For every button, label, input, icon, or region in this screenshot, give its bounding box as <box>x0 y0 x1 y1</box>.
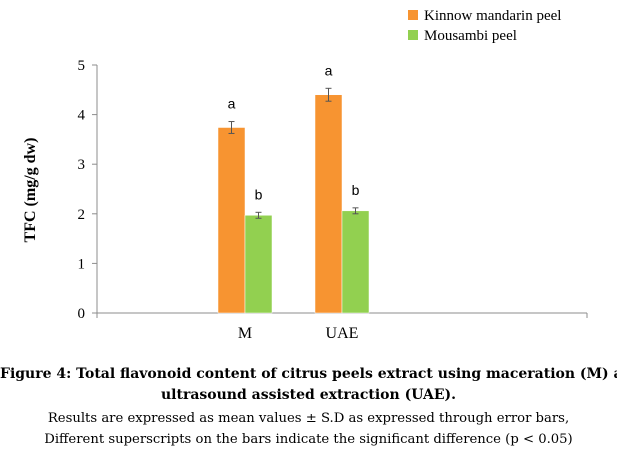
legend-swatch <box>408 10 418 20</box>
legend-label: Kinnow mandarin peel <box>424 8 561 24</box>
bar <box>314 94 343 314</box>
y-tick-label: 5 <box>78 58 86 74</box>
bar <box>341 210 370 314</box>
legend-swatch <box>408 30 418 40</box>
bars: a a b b <box>217 62 370 314</box>
x-tick-label: M <box>238 325 252 342</box>
figure-caption-title: Figure 4: Total flavonoid content of cit… <box>0 364 617 406</box>
y-tick-label: 1 <box>78 256 86 272</box>
bar-chart: Kinnow mandarin peel Mousambi peel TFC (m… <box>22 8 588 342</box>
y-tick-label: 0 <box>78 306 86 322</box>
caption-title-line-1: Figure 4: Total flavonoid content of cit… <box>0 366 617 382</box>
y-tick-label: 2 <box>78 207 86 223</box>
caption-note-line-1: Results are expressed as mean values ± S… <box>47 411 570 426</box>
y-tick-label: 3 <box>78 157 86 173</box>
caption-title-line-2: ultrasound assisted extraction (UAE). <box>160 387 457 403</box>
significance-label: b <box>255 186 263 202</box>
x-tick-label: UAE <box>326 325 359 342</box>
axes: 0 1 2 3 4 5 M UAE <box>78 58 588 342</box>
legend: Kinnow mandarin peel Mousambi peel <box>408 8 561 44</box>
bar <box>244 215 273 314</box>
figure-caption-note: Results are expressed as mean values ± S… <box>0 408 617 450</box>
legend-label: Mousambi peel <box>424 28 517 44</box>
significance-label: a <box>228 96 236 112</box>
caption-note-line-2: Different superscripts on the bars indic… <box>44 432 573 447</box>
significance-label: a <box>325 62 333 78</box>
y-tick-label: 4 <box>78 108 86 124</box>
bar <box>217 127 246 314</box>
y-axis-label: TFC (mg/g dw) <box>22 138 39 243</box>
significance-label: b <box>352 182 360 198</box>
